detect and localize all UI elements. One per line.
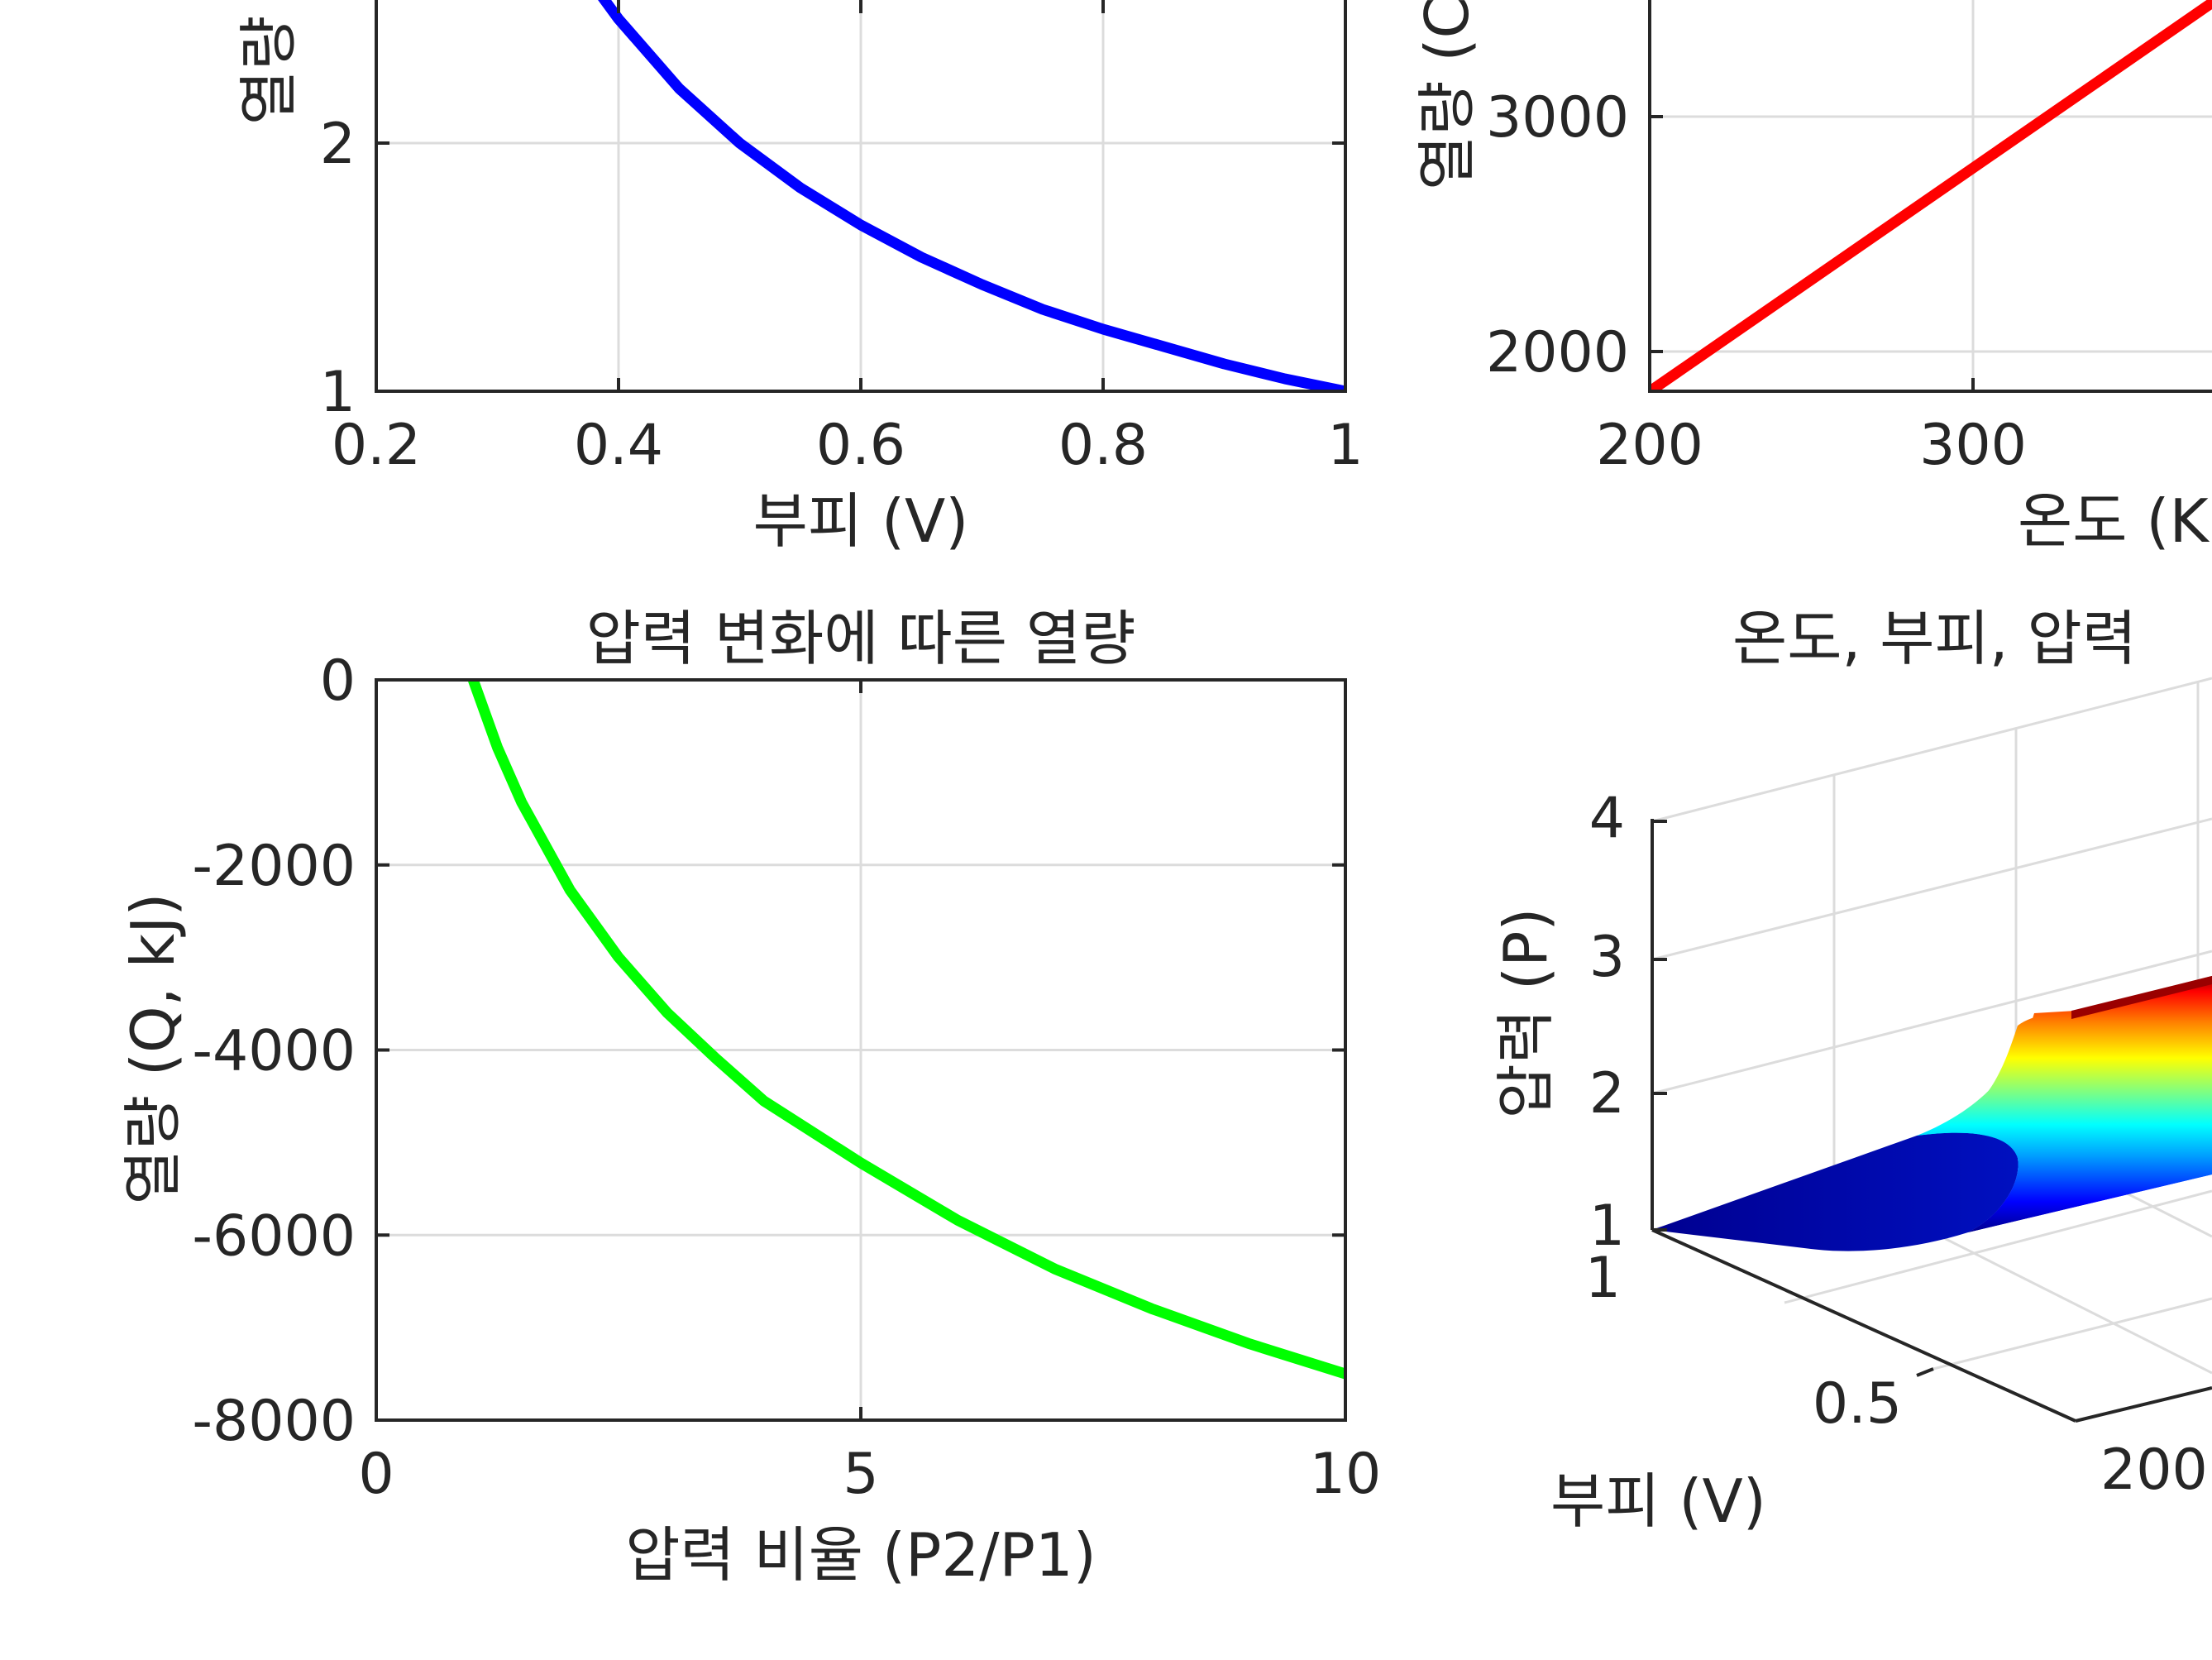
chart-volume-heat: 0.2 0.4 0.6 0.8 1 12 부피 (V) 열량: [234, 0, 1364, 556]
x-tick-label: 5: [843, 1442, 878, 1507]
y-tick-label: -2000: [192, 834, 356, 899]
x-tick-label: 10: [1310, 1442, 1382, 1507]
z-tick-label: 3: [1589, 925, 1625, 990]
y-ticks: 2000 3000: [1486, 85, 1663, 385]
x-tick-mark: [1916, 1367, 1934, 1377]
y-ticks: 0 -2000 -4000 -6000 -8000: [192, 648, 1345, 1454]
x-ticks: 200 300: [1596, 378, 2027, 478]
grid: [376, 0, 1345, 391]
y-tick-label: -4000: [192, 1019, 356, 1084]
series-line-green: [468, 680, 1345, 1380]
x-axis-line: [1651, 1228, 2076, 1423]
x-axis-label: 부피 (V): [753, 486, 969, 556]
x-tick-label: 1: [1327, 413, 1363, 478]
y-tick-label: 3000: [1486, 85, 1629, 151]
z-tick-label: 1: [1589, 1194, 1625, 1259]
chart-pressure-heat: 압력 변화에 따른 열량 0 5 10 0-2000-4000-6000-8000 …: [118, 604, 1381, 1590]
x-tick-label: 0.2: [332, 413, 421, 478]
y-ticks: 12: [320, 112, 1345, 425]
x-tick-label: 0: [358, 1442, 394, 1507]
x-axis-label: 부피 (V): [1550, 1466, 1766, 1536]
z-tick-marks: [1652, 820, 1667, 1232]
y-tick-label: 1: [320, 360, 356, 425]
z-tick-label: 4: [1589, 786, 1625, 851]
y-tick-label: 200: [2100, 1438, 2208, 1503]
z-axis-label: 압력 (P): [1491, 908, 1560, 1119]
surface-low-region: [1652, 1129, 2019, 1251]
x-tick-label: 0.6: [816, 413, 905, 478]
x-ticks: 0 5 10: [358, 680, 1381, 1507]
x-tick-label: 0.8: [1058, 413, 1148, 478]
chart-temperature-heat: 200 300 2000 3000 온도 (K 열량 (C: [1412, 0, 2212, 556]
y-tick-label: 0: [320, 648, 356, 714]
grid: [376, 680, 1345, 1420]
x-tick-label: 300: [1919, 413, 2027, 478]
x-axis-label: 온도 (K: [2018, 486, 2210, 556]
y-tick-label: -8000: [192, 1389, 356, 1454]
z-tick-label: 2: [1589, 1061, 1625, 1127]
z-ticks: 1 2 3 4: [1589, 786, 1625, 1259]
y-tick-label: 2: [320, 112, 356, 177]
x-tick-label: 0.4: [574, 413, 663, 478]
x-axis-label: 압력 비율 (P2/P1): [625, 1520, 1096, 1590]
x-ticks: 0.2 0.4 0.6 0.8 1: [332, 0, 1364, 478]
y-tick-label: 2000: [1486, 320, 1629, 385]
y-tick-label: -6000: [192, 1203, 356, 1269]
chart-3d-surface: 온도, 부피, 압력: [1491, 604, 2212, 1536]
series-line-red: [1650, 0, 2212, 391]
chart-title: 온도, 부피, 압력: [1732, 604, 2137, 673]
grid: [1650, 0, 2212, 391]
y-axis-line: [2075, 1386, 2212, 1423]
surface-top-edge: [2071, 976, 2212, 1019]
chart-title: 압력 변화에 따른 열량: [586, 604, 1136, 673]
x-tick-label: 0.5: [1813, 1371, 1902, 1437]
surface: [1652, 976, 2212, 1251]
series-line-blue: [598, 0, 1345, 391]
x-tick-label: 1: [1585, 1246, 1621, 1311]
y-axis-label: 열량: [234, 16, 303, 125]
surface-rise-region: [1917, 976, 2212, 1232]
x-tick-label: 200: [1596, 413, 1703, 478]
y-axis-label: 열량 (C: [1412, 0, 1482, 190]
y-axis-label: 열량 (Q, kJ): [118, 893, 188, 1205]
